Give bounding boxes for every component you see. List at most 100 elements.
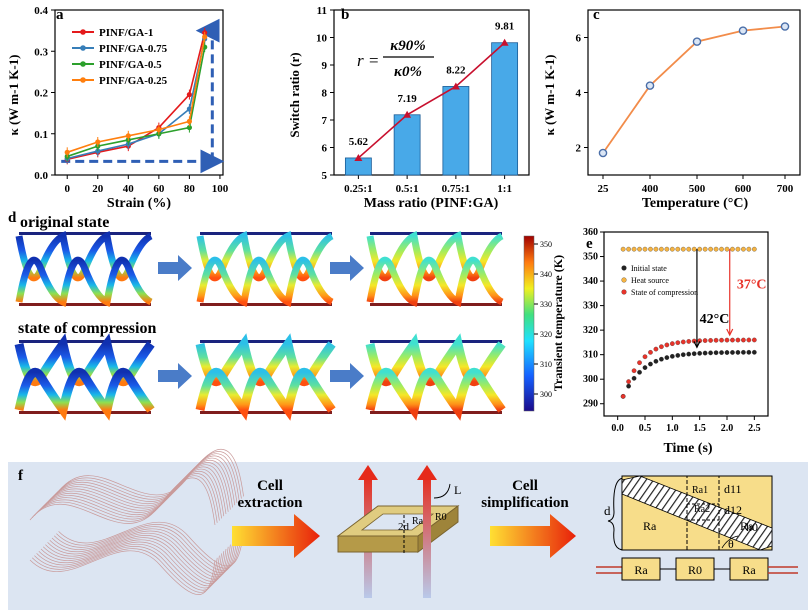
data-point [680, 352, 686, 358]
x-tick-label: 1.0 [666, 423, 679, 434]
panel-e-ticks: 0.0 0.5 1.0 1.5 2.0 2.5 290 300 310 320 330 340 350 3… [583, 227, 761, 434]
ratio-point [500, 38, 509, 46]
label-Ra: Ra [412, 516, 424, 527]
x-tick-label: 600 [735, 183, 752, 195]
data-point [741, 337, 746, 343]
bottom-plate [200, 303, 332, 306]
data-point [702, 338, 708, 343]
legend-marker [80, 61, 86, 67]
data-point [780, 22, 790, 31]
series-line-PINF/GA-0.25 [66, 36, 206, 154]
x-tick-label: 0.0 [611, 423, 624, 434]
delta-42-label: 42°C [700, 312, 730, 327]
x-tick-label: 0 [64, 183, 70, 195]
y-tick-label: 0.2 [34, 88, 48, 100]
heat-flow-arrowhead-right [417, 465, 437, 480]
panel-a-ylabel: κ (W m-1 K-1) [6, 55, 21, 136]
data-point [664, 246, 670, 252]
thermal-simulation-frames [14, 230, 506, 421]
data-point [751, 246, 757, 252]
data-point [653, 346, 659, 352]
data-point [713, 246, 719, 252]
resistor-label-R0: R0 [688, 563, 702, 577]
panel-c-frame [587, 9, 801, 176]
label-Ra-left: Ra [643, 519, 657, 533]
label-d12: d12 [724, 503, 742, 517]
data-point [669, 246, 675, 252]
simplified-cell: d Ra Ra Ra1 Ra2 d11 d12 h0 θ [596, 475, 798, 581]
y-tick-label: 0.1 [34, 129, 48, 141]
colorbar-tick-label: 340 [540, 270, 552, 279]
data-point [691, 246, 697, 252]
data-point [631, 246, 637, 252]
data-point [691, 351, 697, 357]
data-point [680, 246, 686, 252]
y-tick-label: 4 [576, 88, 582, 100]
data-point [751, 349, 757, 355]
bottom-plate [370, 303, 502, 306]
formula-lhs: r = [357, 51, 379, 70]
label-d11: d11 [724, 482, 742, 496]
colorbar-tick-label: 300 [540, 390, 552, 399]
legend-label: Initial state [631, 264, 667, 273]
ratio-line [357, 42, 506, 159]
wireframe-structure [29, 449, 244, 595]
data-point [598, 148, 608, 158]
panel-a-legend: PINF/GA-1 PINF/GA-0.75 PINF/GA-0.5 PINF/GA-… [72, 27, 168, 87]
dimension-L-bracket [433, 483, 451, 499]
cell-simplification-line1: Cell [512, 478, 538, 494]
panel-b-bars: 5.62 7.19 8.22 9.81 [344, 21, 519, 176]
x-tick-label: 2.0 [721, 423, 734, 434]
panel-c-ticks: 25 400 500 600 700 2 4 6 [576, 33, 794, 196]
data-point [669, 353, 675, 359]
legend-label: PINF/GA-1 [99, 27, 153, 39]
data-point [620, 394, 626, 399]
data-point [686, 351, 692, 357]
panel-e-xlabel: Time (s) [663, 441, 712, 456]
panel-d-blue-arrows [158, 255, 364, 389]
data-point [631, 368, 637, 374]
series-line-PINF/GA-0.5 [66, 46, 206, 158]
x-tick-label: 0.5 [639, 423, 652, 434]
data-point [686, 246, 692, 252]
y-tick-label: 8 [322, 88, 328, 100]
data-point [642, 246, 648, 252]
y-tick-label: 11 [317, 5, 327, 17]
data-point [648, 349, 653, 355]
formula-numerator: κ90% [390, 38, 425, 54]
data-point [730, 337, 735, 343]
resistor-label-Ra-2: Ra [742, 563, 756, 577]
hatched-strut [621, 475, 773, 551]
bar-value-label: 5.62 [349, 136, 369, 148]
legend-label: State of compression [631, 288, 698, 297]
data-point [692, 37, 702, 46]
legend-label: Heat source [631, 276, 669, 285]
x-tick-label: 40 [123, 183, 135, 195]
colorbar-tick-label: 320 [540, 330, 552, 339]
x-tick-label: 80 [184, 183, 196, 195]
cell-simplification-line2: simplification [481, 495, 569, 511]
panel-b-chart: b 5 6 7 8 9 10 11 0.25:1 0.5:1 0.75:1 1:1 5.62 7.19… [287, 5, 530, 211]
data-point [746, 337, 752, 343]
legend-marker [621, 289, 627, 295]
data-point [686, 339, 692, 344]
panel-e-chart: e 0.0 0.5 1.0 1.5 2.0 2.5 290 300 310 320 330 340 35… [551, 227, 769, 456]
top-plate [200, 232, 332, 235]
data-point [719, 337, 724, 343]
data-point [708, 246, 713, 252]
ratio-point [403, 110, 412, 118]
simplification-arrow [490, 514, 576, 558]
bottom-plate [19, 411, 151, 414]
legend-label: PINF/GA-0.25 [99, 75, 168, 87]
data-point [669, 341, 675, 346]
colorbar [523, 235, 535, 412]
label-theta: θ [728, 537, 734, 551]
panel-d-letter: d [8, 210, 17, 226]
data-point [664, 355, 670, 360]
colorbar-ticks: 350 340 330 320 310 300 [534, 240, 552, 399]
simulation-frame-5 [195, 333, 336, 421]
cell-front-face [337, 535, 419, 553]
data-point [735, 337, 741, 343]
